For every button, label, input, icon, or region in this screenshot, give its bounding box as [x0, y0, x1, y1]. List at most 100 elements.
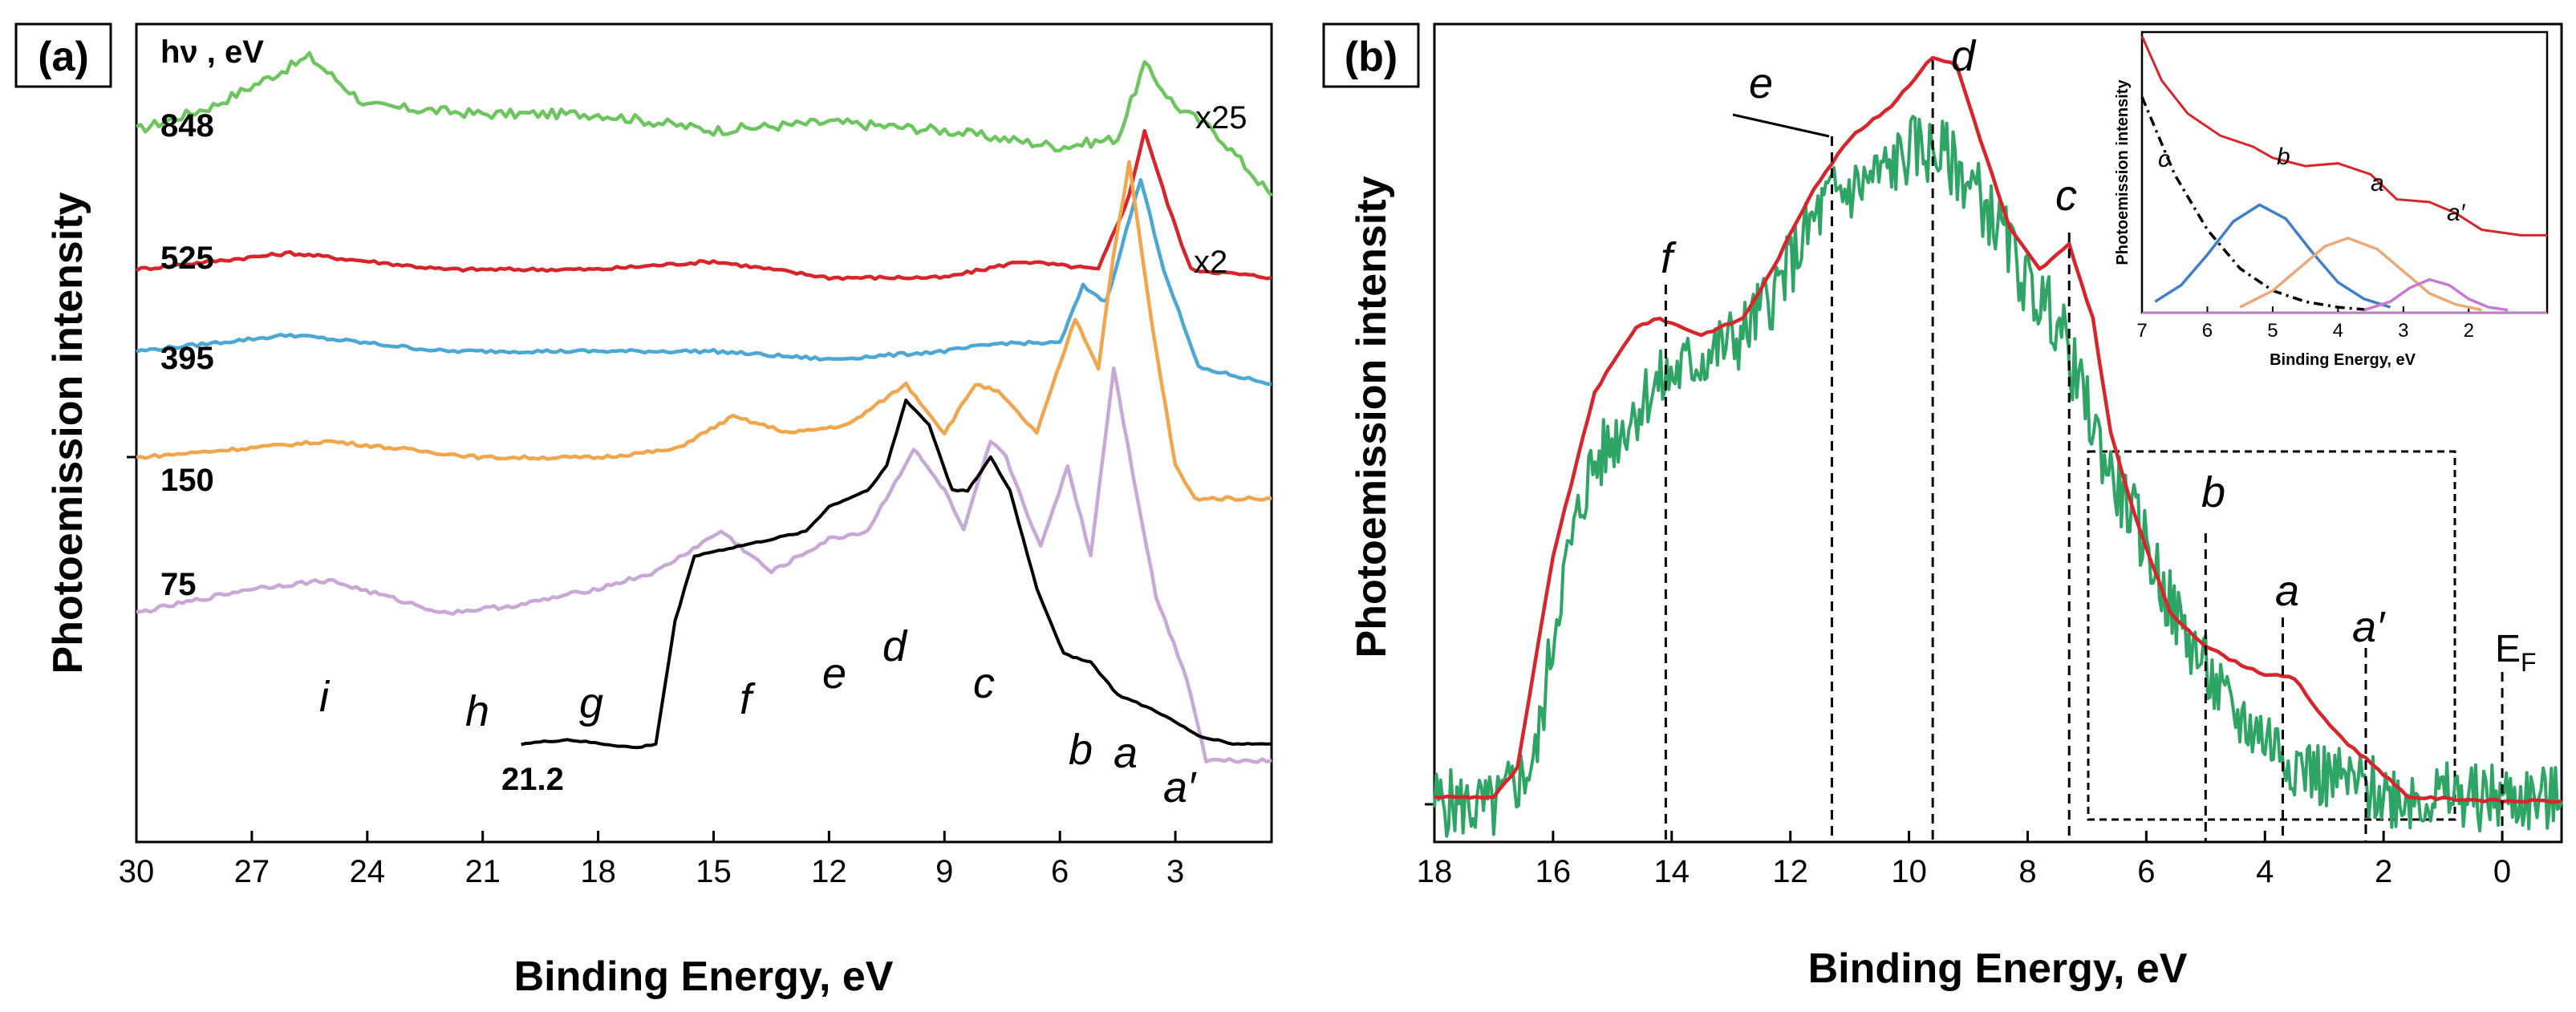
panel-a: (a) Photoemission intensity Binding Ener… [14, 22, 1273, 1000]
inset-feature-c: c [2158, 146, 2170, 172]
feature-b-b: b [2201, 468, 2225, 516]
panel-a-ylabel: Photoemission intensity [45, 192, 91, 674]
feature-d: d [882, 622, 908, 670]
fermi-label-e: E [2495, 628, 2521, 670]
panel-b-xtick-label: 0 [2493, 854, 2511, 889]
panel-b: (b) Photoemission intensity Binding Ener… [1322, 22, 2563, 992]
feature-a-prime: a′ [1163, 763, 1197, 812]
inset-xtick-label: 7 [2136, 320, 2147, 342]
series-label-150: 150 [160, 463, 214, 498]
panel-a-legend-title: hν , eV [160, 34, 264, 70]
feature-e-leader-line [1732, 113, 1830, 138]
inset-plot: Photoemission intensity Binding Energy, … [2114, 30, 2549, 369]
panel-b-ylabel: Photoemission intensity [1349, 176, 1395, 658]
feature-a-prime-b: a′ [2352, 603, 2386, 651]
panel-a-xtick-label: 9 [935, 854, 953, 889]
panel-a-xlabel: Binding Energy, eV [514, 953, 894, 1000]
inset-series [2140, 35, 2547, 314]
feature-e-b: e [1749, 59, 1773, 107]
panel-a-xtick-label: 30 [119, 854, 155, 889]
inset-feature-a-prime: a′ [2447, 200, 2466, 226]
series-line-525 [135, 128, 1272, 281]
panel-b-xtick-label: 18 [1417, 854, 1453, 889]
panel-a-xtick-label: 21 [464, 854, 501, 889]
inset-xtick-label: 5 [2267, 320, 2278, 342]
panel-a-xtick-label: 6 [1051, 854, 1069, 889]
panel-b-xtick-label: 4 [2256, 854, 2274, 889]
inset-series-b [2154, 203, 2391, 309]
feature-h: h [465, 687, 489, 735]
inset-series-a-prime [2363, 277, 2509, 312]
panel-a-xtick-label: 3 [1166, 854, 1184, 889]
feature-i: i [319, 673, 331, 721]
panel-a-xtick-label: 24 [350, 854, 386, 889]
scale-label-x25: x25 [1195, 100, 1247, 136]
series-label-525: 525 [160, 241, 214, 276]
fermi-label-sub: F [2521, 648, 2537, 677]
feature-a: a [1114, 729, 1138, 777]
inset-zoom-region-box [2087, 450, 2456, 821]
inset-feature-b: b [2277, 144, 2290, 170]
panel-b-xtick-label: 8 [2018, 854, 2036, 889]
panel-b-xtick-label: 10 [1891, 854, 1927, 889]
inset-frame [2140, 30, 2549, 314]
scale-label-x2: x2 [1194, 245, 1227, 280]
feature-a-b: a [2275, 567, 2299, 615]
panel-b-xtick-label: 16 [1535, 854, 1572, 889]
feature-d-b: d [1951, 32, 1977, 80]
panel-b-xlabel: Binding Energy, eV [1808, 945, 2188, 992]
panel-b-xtick-label: 14 [1654, 854, 1690, 889]
series-line-red [1434, 55, 2562, 804]
panel-a-series [135, 51, 1273, 764]
panel-a-xtick-label: 18 [580, 854, 616, 889]
panel-b-series [1433, 55, 2563, 838]
series-line-green [1433, 115, 2563, 838]
feature-g: g [579, 679, 603, 727]
fermi-level-label: EF [2495, 628, 2537, 677]
panel-b-frame [1433, 22, 2563, 844]
inset-ylabel: Photoemission intensity [2114, 79, 2132, 265]
panel-a-feature-labels: i h g f e d c b a a′ [319, 622, 1197, 812]
feature-f: f [740, 675, 756, 723]
inset-xticks: 7 6 5 4 3 2 [2136, 306, 2474, 342]
series-label-848: 848 [160, 108, 214, 144]
inset-series-total [2140, 35, 2547, 237]
series-line-75 [136, 366, 1272, 764]
panel-b-feature-markers [1664, 60, 2504, 842]
inset-xtick-label: 3 [2398, 320, 2408, 342]
panel-b-label-box [1322, 22, 1420, 88]
panel-b-xticks: 18 16 14 12 10 8 6 4 2 0 [1417, 831, 2511, 889]
panel-b-xtick-label: 12 [1772, 854, 1808, 889]
feature-c: c [973, 659, 995, 707]
inset-series-a [2239, 237, 2482, 312]
feature-e: e [822, 650, 846, 698]
series-line-395 [136, 178, 1272, 387]
panel-a-xtick-label: 27 [234, 854, 270, 889]
panel-a-frame [135, 22, 1273, 844]
panel-a-xtick-label: 15 [696, 854, 732, 889]
panel-b-label: (b) [1345, 34, 1398, 80]
panel-a-label-box [14, 22, 112, 88]
series-label-395: 395 [160, 341, 214, 376]
series-label-21-2: 21.2 [501, 762, 564, 797]
panel-a-series-labels: 848 x25 525 x2 395 150 75 21.2 [160, 100, 1247, 797]
series-label-75: 75 [160, 567, 197, 602]
series-line-21-2 [521, 399, 1272, 750]
panel-b-feature-labels: f e d c b a a′ EF [1661, 32, 2537, 677]
panel-b-xtick-label: 2 [2375, 854, 2392, 889]
panel-a-xtick-label: 12 [811, 854, 847, 889]
inset-xtick-label: 4 [2333, 320, 2343, 342]
inset-xtick-label: 2 [2464, 320, 2474, 342]
series-line-150 [136, 160, 1272, 502]
series-line-848 [136, 51, 1273, 197]
feature-c-b: c [2055, 172, 2077, 220]
inset-xlabel: Binding Energy, eV [2270, 351, 2416, 369]
panel-b-xtick-label: 6 [2137, 854, 2155, 889]
panel-a-xticks: 30 27 24 21 18 15 12 9 6 3 [119, 831, 1184, 889]
inset-series-c [2140, 96, 2371, 312]
feature-b: b [1069, 726, 1093, 774]
inset-feature-a: a [2371, 170, 2384, 196]
inset-xtick-label: 6 [2202, 320, 2213, 342]
feature-f-b: f [1661, 234, 1677, 282]
